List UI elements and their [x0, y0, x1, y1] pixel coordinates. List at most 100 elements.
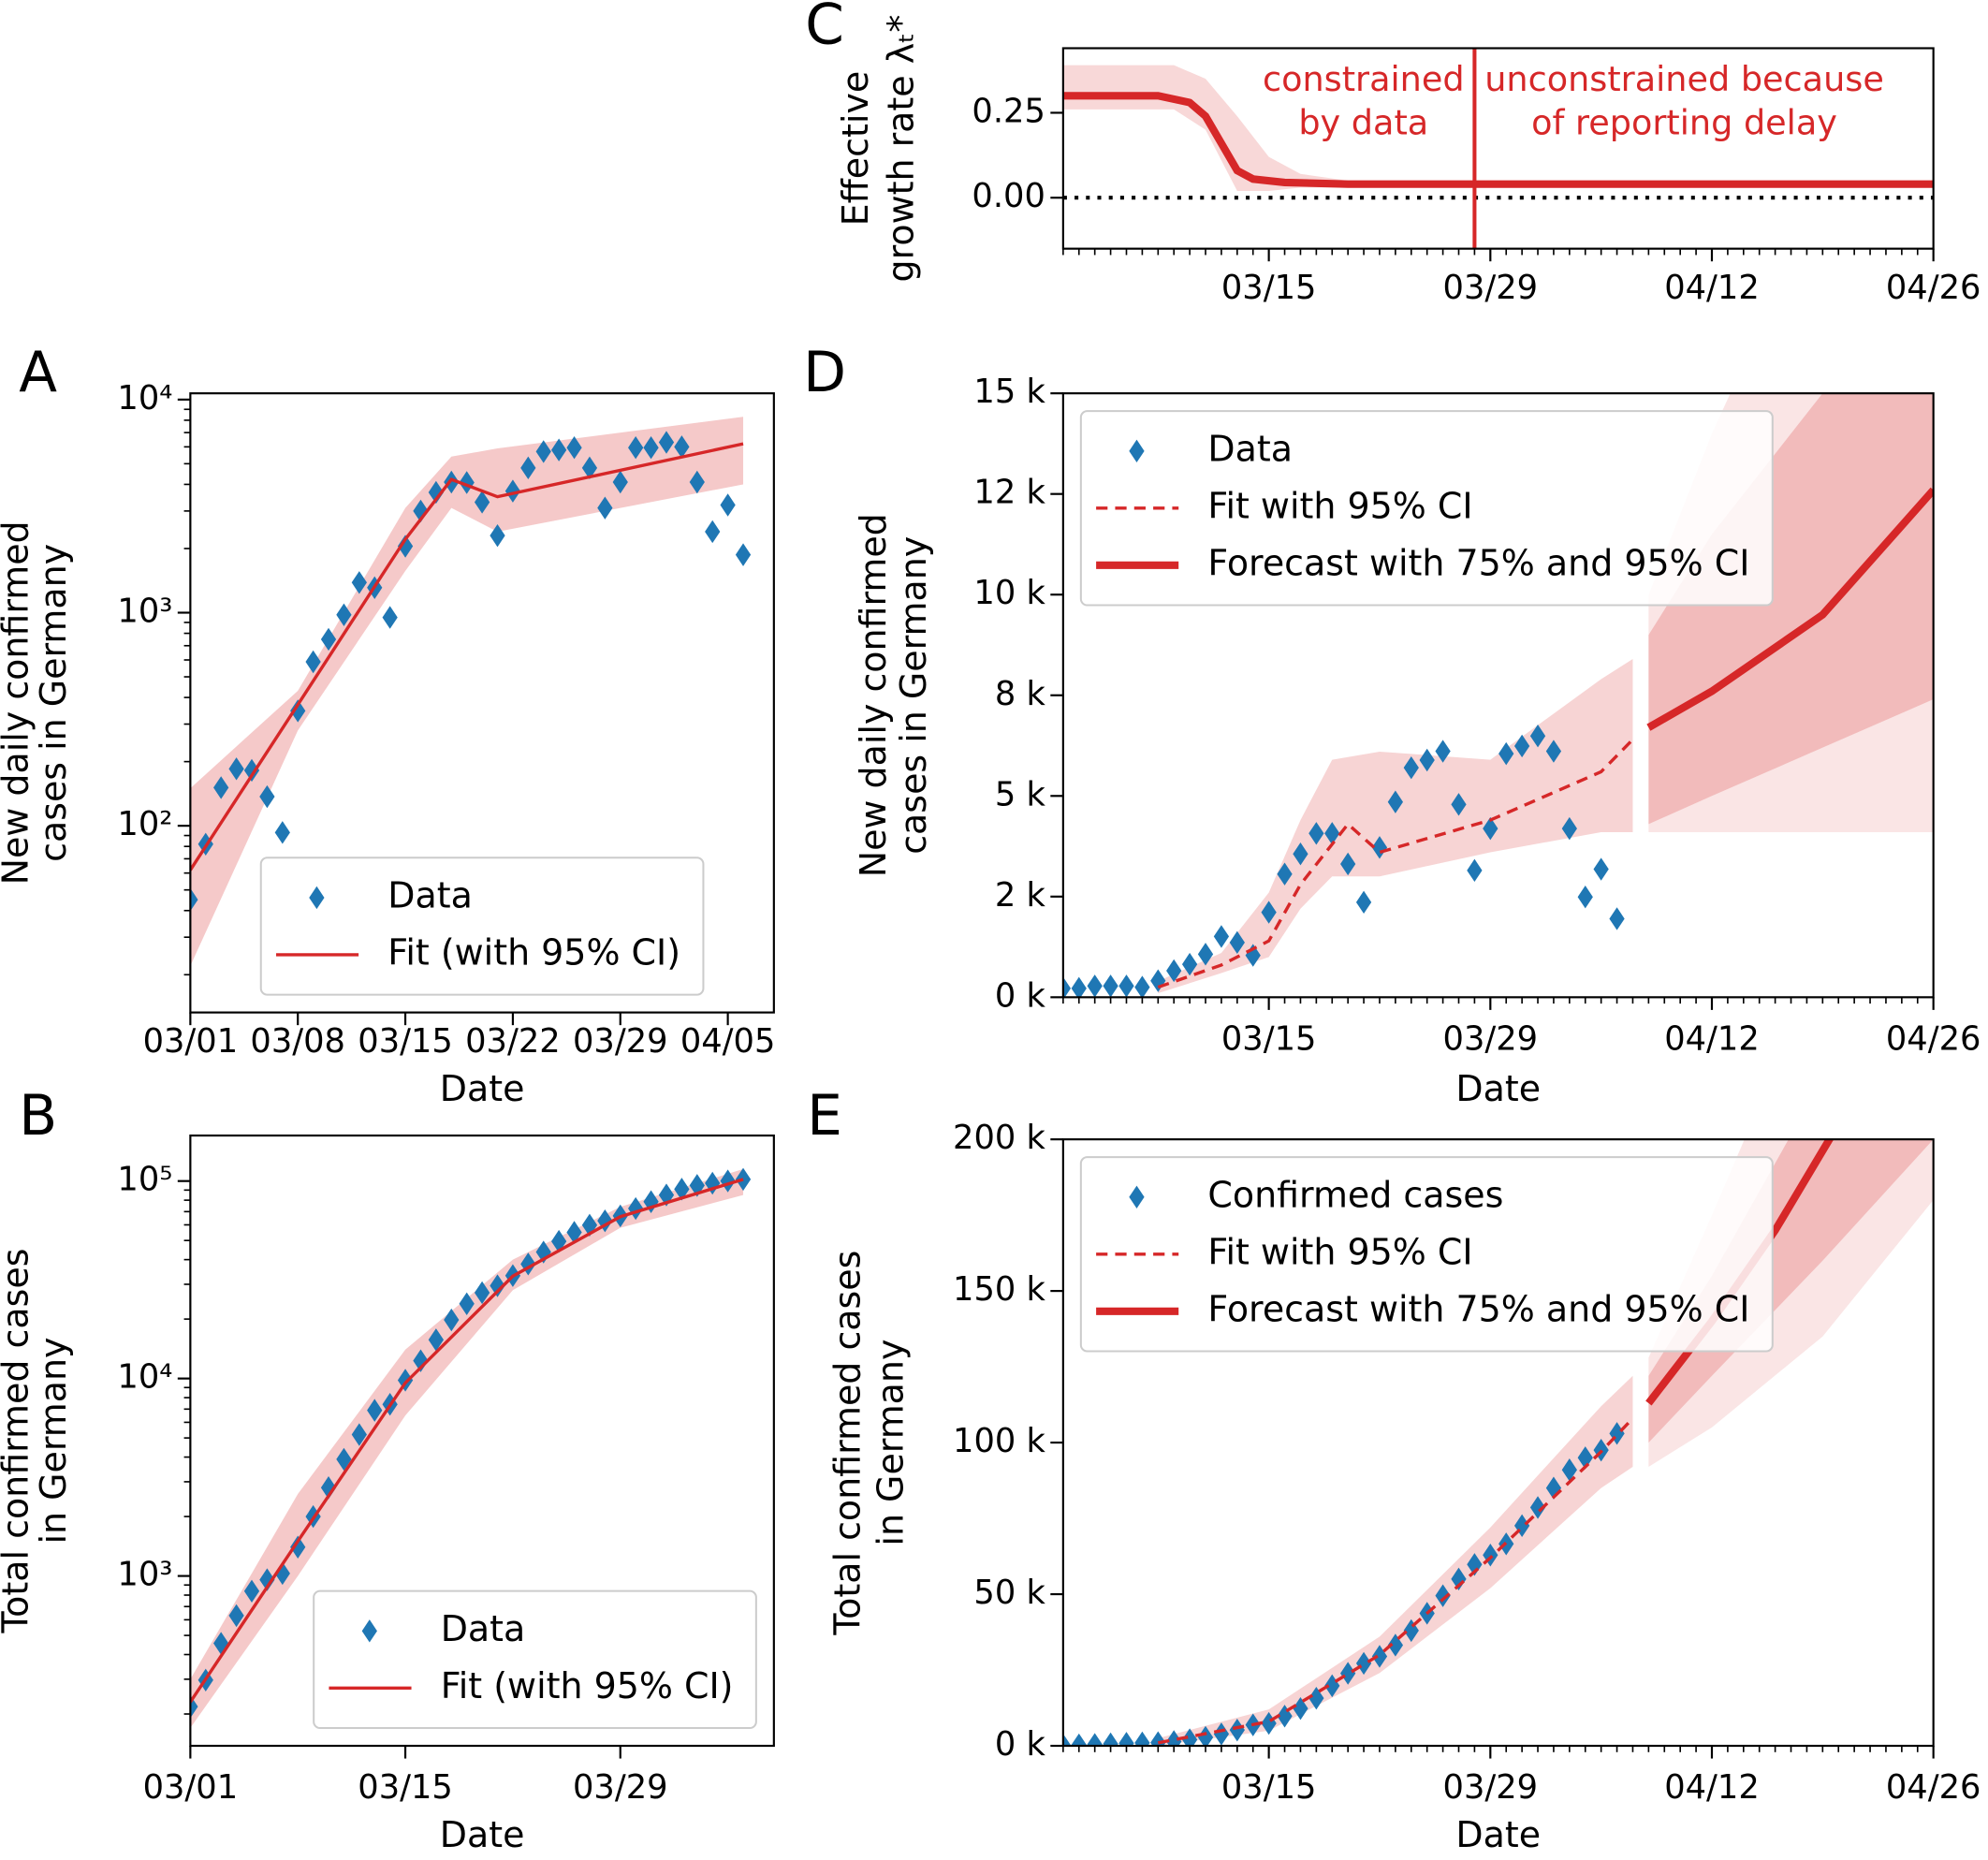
legend-label: Data	[441, 1608, 526, 1649]
data-point	[490, 523, 505, 548]
data-point	[428, 1328, 445, 1352]
y-tick-label: 8 k	[995, 675, 1046, 713]
legend-label: Forecast with 75% and 95% CI	[1207, 1288, 1749, 1329]
x-tick-label: 03/29	[573, 1768, 668, 1807]
data-point	[228, 757, 244, 781]
data-point	[274, 821, 290, 844]
legend-marker	[361, 1619, 377, 1643]
data-point	[1498, 741, 1514, 766]
data-point	[612, 470, 628, 494]
y-tick-label: 10³	[117, 1556, 172, 1594]
data-point	[1071, 1733, 1087, 1747]
y-tick-label: 5 k	[995, 775, 1046, 813]
data-point	[1577, 886, 1593, 909]
axes-frame	[189, 1134, 775, 1748]
legend-label: Forecast with 75% and 95% CI	[1207, 542, 1749, 583]
y-tick-label: 2 k	[995, 876, 1046, 915]
data-point	[1451, 1567, 1467, 1591]
data-point	[1071, 976, 1087, 998]
y-axis-label: growth rate λₜ*	[881, 15, 922, 283]
data-point	[459, 1292, 475, 1316]
panel-letter: D	[803, 341, 846, 405]
y-tick-label: 0.25	[972, 92, 1045, 130]
x-axis-label: Date	[1455, 1068, 1541, 1109]
data-point	[658, 431, 675, 454]
data-point	[1134, 975, 1150, 998]
x-axis-label: Date	[440, 1814, 525, 1855]
data-point	[336, 603, 352, 627]
data-point	[1483, 816, 1498, 841]
confidence-band	[1648, 393, 1934, 825]
confidence-band	[190, 417, 744, 966]
legend-label: Fit (with 95% CI)	[441, 1665, 734, 1706]
panel: E Total confirmed cases in Germany Date 0 k 5…	[807, 1084, 1981, 1855]
data-point	[1529, 724, 1546, 748]
panel-letter: A	[19, 341, 57, 405]
data-point	[674, 435, 690, 459]
series-line	[190, 1178, 744, 1704]
legend-box	[259, 857, 705, 996]
data-point	[1229, 930, 1245, 955]
data-point	[1340, 1662, 1356, 1685]
data-point	[259, 1568, 275, 1591]
legend-label: Fit with 95% CI	[1207, 1231, 1472, 1272]
y-axis-label: in Germany	[33, 1338, 74, 1545]
series-line	[1646, 487, 1934, 731]
data-point	[628, 435, 644, 460]
data-point	[474, 491, 490, 514]
y-tick-label: 0.00	[972, 177, 1045, 215]
data-point	[520, 456, 536, 480]
y-tick-label: 0 k	[995, 1725, 1046, 1764]
data-point	[689, 470, 705, 494]
y-axis-label: New daily confirmed	[0, 520, 37, 885]
legend-marker	[309, 886, 325, 910]
x-tick-label: 04/26	[1886, 1019, 1981, 1058]
data-point	[243, 1579, 260, 1603]
data-point	[1577, 1446, 1593, 1470]
y-axis-label: Total confirmed cases	[827, 1251, 869, 1636]
y-axis-label: cases in Germany	[33, 544, 74, 862]
data-point	[1277, 862, 1293, 886]
data-point	[1451, 793, 1467, 816]
x-axis-label: Date	[1455, 1814, 1541, 1855]
data-point	[474, 1281, 490, 1305]
panel-letter: E	[807, 1084, 842, 1149]
data-point	[1355, 1651, 1372, 1676]
data-point	[1308, 822, 1324, 845]
data-point	[1134, 1731, 1150, 1747]
data-point	[290, 699, 306, 723]
data-point	[243, 758, 260, 783]
plot-area	[190, 417, 752, 966]
plot-area	[190, 1167, 752, 1728]
data-point	[213, 776, 229, 799]
y-axis-label: Effective	[835, 71, 876, 227]
data-point	[444, 1308, 460, 1332]
x-tick-label: 03/29	[1443, 1768, 1539, 1807]
legend-box	[313, 1589, 757, 1730]
data-point	[1340, 852, 1356, 876]
legend-label: Fit (with 95% CI)	[387, 931, 680, 973]
x-tick-label: 04/12	[1664, 1019, 1760, 1058]
legend-label: Confirmed cases	[1207, 1174, 1503, 1215]
annotation: by data	[1298, 102, 1428, 142]
data-point	[1529, 1496, 1546, 1519]
data-point	[1593, 857, 1609, 881]
data-point	[566, 435, 582, 460]
data-point	[1513, 734, 1530, 758]
data-point	[1545, 740, 1562, 763]
data-point	[367, 1399, 383, 1422]
data-point	[1087, 1733, 1103, 1747]
x-tick-label: 04/12	[1664, 1768, 1760, 1807]
data-point	[1261, 901, 1277, 924]
x-tick-label: 03/15	[1221, 1768, 1317, 1807]
confidence-band	[1158, 659, 1633, 994]
y-tick-label: 0 k	[995, 976, 1046, 1015]
data-point	[1062, 976, 1072, 998]
data-point	[1166, 959, 1182, 983]
data-point	[428, 480, 445, 505]
y-tick-label: 100 k	[953, 1422, 1045, 1460]
x-tick-label: 03/22	[465, 1022, 561, 1061]
